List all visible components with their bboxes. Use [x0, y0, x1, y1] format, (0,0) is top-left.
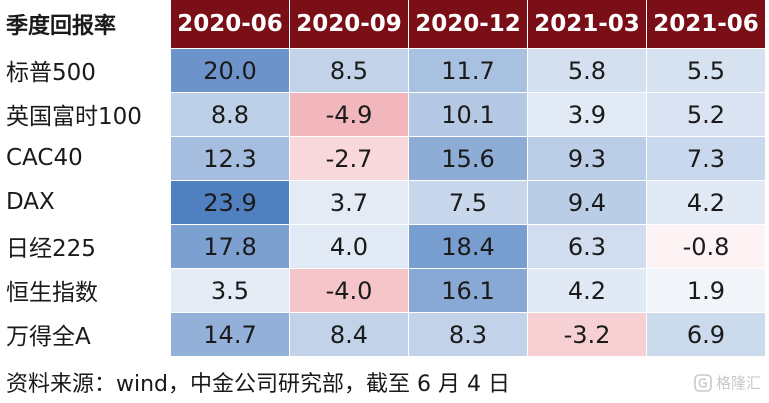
table-row: 恒生指数 3.5 -4.0 16.1 4.2 1.9 [0, 268, 765, 312]
heatmap-cell: 20.0 [170, 48, 289, 92]
heatmap-cell: 8.3 [408, 312, 527, 356]
heatmap-cell: 16.1 [408, 268, 527, 312]
table-row: 标普500 20.0 8.5 11.7 5.8 5.5 [0, 48, 765, 92]
heatmap-cell: 12.3 [170, 136, 289, 180]
corner-label: 季度回报率 [6, 14, 117, 39]
col-header: 2020-09 [289, 0, 408, 48]
heatmap-cell: -4.9 [289, 92, 408, 136]
row-label: 英国富时100 [6, 104, 142, 130]
heatmap-cell: 10.1 [408, 92, 527, 136]
table-row: DAX 23.9 3.7 7.5 9.4 4.2 [0, 180, 765, 224]
heatmap-cell: 4.2 [527, 268, 646, 312]
col-header: 2021-06 [646, 0, 765, 48]
col-header: 2020-06 [170, 0, 289, 48]
heatmap-cell: 11.7 [408, 48, 527, 92]
heatmap-cell: 4.0 [289, 224, 408, 268]
table-row: 万得全A 14.7 8.4 8.3 -3.2 6.9 [0, 312, 765, 356]
heatmap-cell: 7.5 [408, 180, 527, 224]
heatmap-cell: 6.3 [527, 224, 646, 268]
row-label: 标普500 [6, 60, 96, 86]
row-label: CAC40 [6, 145, 83, 171]
heatmap-cell: 23.9 [170, 180, 289, 224]
heatmap-cell: -0.8 [646, 224, 765, 268]
table-row: CAC40 12.3 -2.7 15.6 9.3 7.3 [0, 136, 765, 180]
heatmap-cell: 8.4 [289, 312, 408, 356]
heatmap-cell: 3.9 [527, 92, 646, 136]
heatmap-cell: 7.3 [646, 136, 765, 180]
heatmap-cell: 3.5 [170, 268, 289, 312]
heatmap-cell: -3.2 [527, 312, 646, 356]
col-header: 2021-03 [527, 0, 646, 48]
row-label: DAX [6, 189, 55, 215]
heatmap-cell: -4.0 [289, 268, 408, 312]
heatmap-cell: 4.2 [646, 180, 765, 224]
heatmap-cell: 5.2 [646, 92, 765, 136]
table-row: 英国富时100 8.8 -4.9 10.1 3.9 5.2 [0, 92, 765, 136]
heatmap-cell: 6.9 [646, 312, 765, 356]
heatmap-cell: 18.4 [408, 224, 527, 268]
heatmap-cell: 8.5 [289, 48, 408, 92]
heatmap-cell: 3.7 [289, 180, 408, 224]
source-note: 资料来源：wind，中金公司研究部，截至 6 月 4 日 [6, 372, 510, 397]
table-row: 日经225 17.8 4.0 18.4 6.3 -0.8 [0, 224, 765, 268]
watermark-text: 格隆汇 [715, 374, 761, 392]
heatmap-cell: -2.7 [289, 136, 408, 180]
header-row: 季度回报率 2020-06 2020-09 2020-12 2021-03 20… [0, 0, 765, 48]
row-label: 日经225 [6, 236, 96, 262]
col-header: 2020-12 [408, 0, 527, 48]
heatmap-cell: 8.8 [170, 92, 289, 136]
heatmap-cell: 15.6 [408, 136, 527, 180]
row-label: 恒生指数 [6, 280, 98, 306]
heatmap-cell: 5.8 [527, 48, 646, 92]
row-label: 万得全A [6, 324, 91, 350]
watermark-logo-icon [694, 373, 712, 392]
watermark: 格隆汇 [694, 372, 761, 393]
heatmap-cell: 5.5 [646, 48, 765, 92]
heatmap-cell: 9.4 [527, 180, 646, 224]
heatmap-cell: 14.7 [170, 312, 289, 356]
heatmap-table: 季度回报率 2020-06 2020-09 2020-12 2021-03 20… [0, 0, 765, 356]
heatmap-cell: 9.3 [527, 136, 646, 180]
heatmap-cell: 1.9 [646, 268, 765, 312]
heatmap-cell: 17.8 [170, 224, 289, 268]
